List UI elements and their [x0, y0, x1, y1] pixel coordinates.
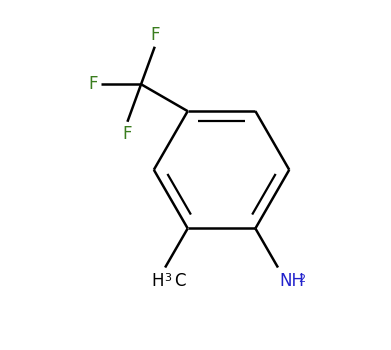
- Text: H: H: [151, 272, 163, 290]
- Text: C: C: [174, 272, 185, 290]
- Text: 3: 3: [164, 273, 171, 283]
- Text: F: F: [88, 75, 98, 93]
- Text: NH: NH: [280, 272, 305, 290]
- Text: F: F: [150, 26, 160, 44]
- Text: F: F: [123, 125, 132, 142]
- Text: 2: 2: [298, 274, 305, 284]
